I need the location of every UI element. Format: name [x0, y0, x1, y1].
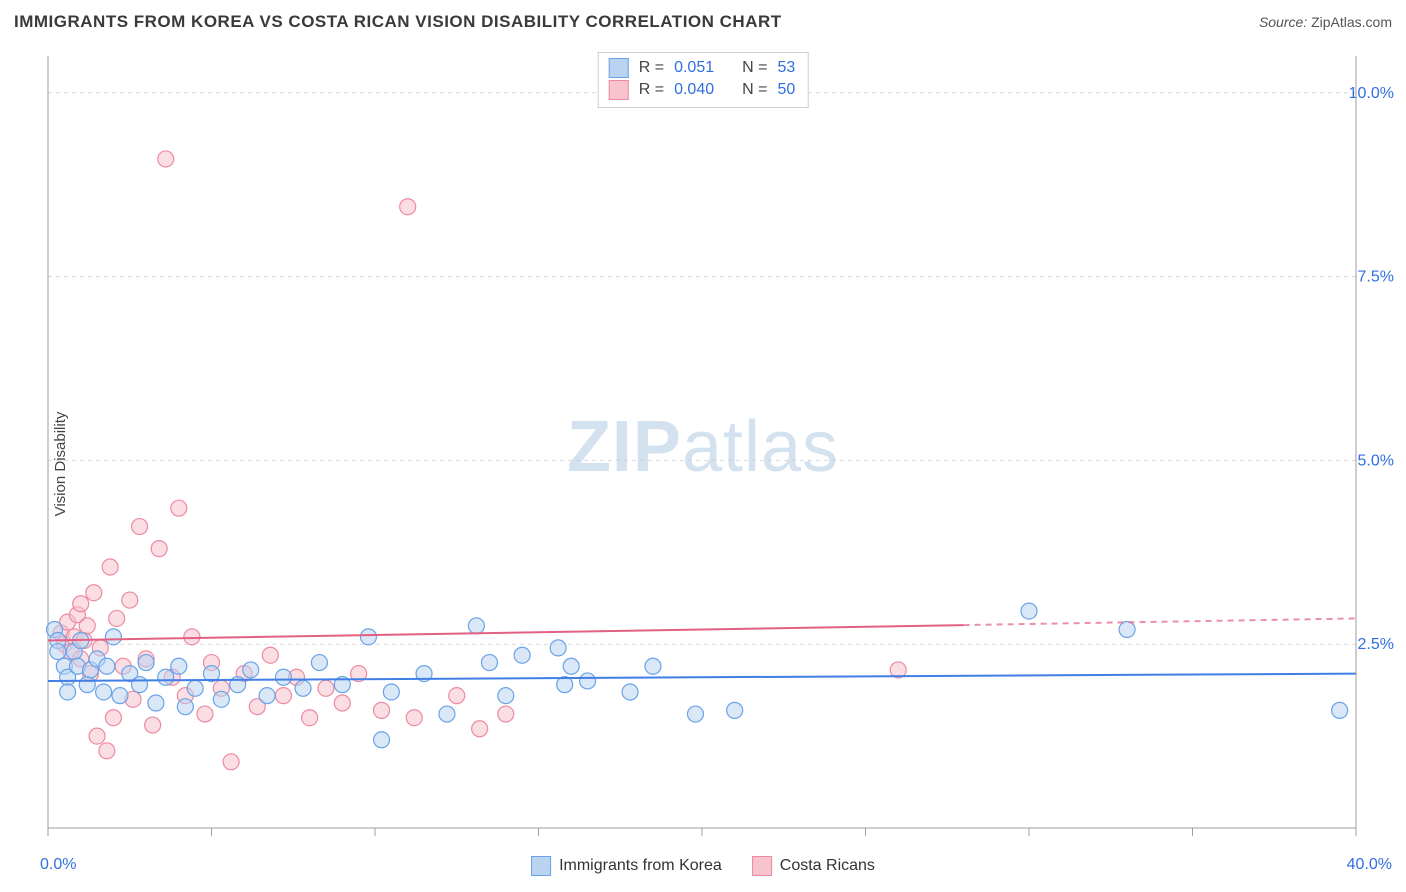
r-value: 0.040	[674, 79, 714, 101]
legend-item: Costa Ricans	[752, 856, 875, 876]
legend-item: Immigrants from Korea	[531, 856, 722, 876]
legend-swatch-icon	[609, 80, 629, 100]
n-label: N =	[742, 57, 767, 79]
svg-text:2.5%: 2.5%	[1358, 636, 1394, 653]
legend-label: Costa Ricans	[780, 857, 875, 875]
legend-row: R = 0.040 N = 50	[609, 79, 796, 101]
r-label: R =	[639, 79, 664, 101]
legend-series: Immigrants from Korea Costa Ricans	[531, 856, 875, 876]
scatter-chart: 2.5% 5.0% 7.5% 10.0%	[0, 48, 1406, 880]
header: IMMIGRANTS FROM KOREA VS COSTA RICAN VIS…	[14, 12, 1392, 40]
n-value: 53	[777, 57, 795, 79]
source: Source: ZipAtlas.com	[1259, 14, 1392, 30]
source-value: ZipAtlas.com	[1311, 14, 1392, 30]
svg-text:5.0%: 5.0%	[1358, 452, 1394, 469]
x-axis-end-label: 40.0%	[1347, 856, 1392, 874]
source-label: Source:	[1259, 14, 1307, 30]
y-axis-label: Vision Disability	[52, 412, 69, 517]
r-label: R =	[639, 57, 664, 79]
plot-area: Vision Disability ZIPatlas 2.5%5.0%7.5%1…	[0, 48, 1406, 880]
legend-label: Immigrants from Korea	[559, 857, 722, 875]
x-axis-start-label: 0.0%	[40, 856, 76, 874]
legend-correlation: R = 0.051 N = 53 R = 0.040 N = 50	[598, 52, 809, 108]
legend-row: R = 0.051 N = 53	[609, 57, 796, 79]
n-label: N =	[742, 79, 767, 101]
r-value: 0.051	[674, 57, 714, 79]
svg-text:7.5%: 7.5%	[1358, 269, 1394, 286]
svg-text:10.0%: 10.0%	[1349, 85, 1394, 102]
n-value: 50	[777, 79, 795, 101]
chart-title: IMMIGRANTS FROM KOREA VS COSTA RICAN VIS…	[14, 12, 782, 31]
legend-swatch-icon	[609, 58, 629, 78]
legend-swatch-icon	[752, 856, 772, 876]
legend-swatch-icon	[531, 856, 551, 876]
